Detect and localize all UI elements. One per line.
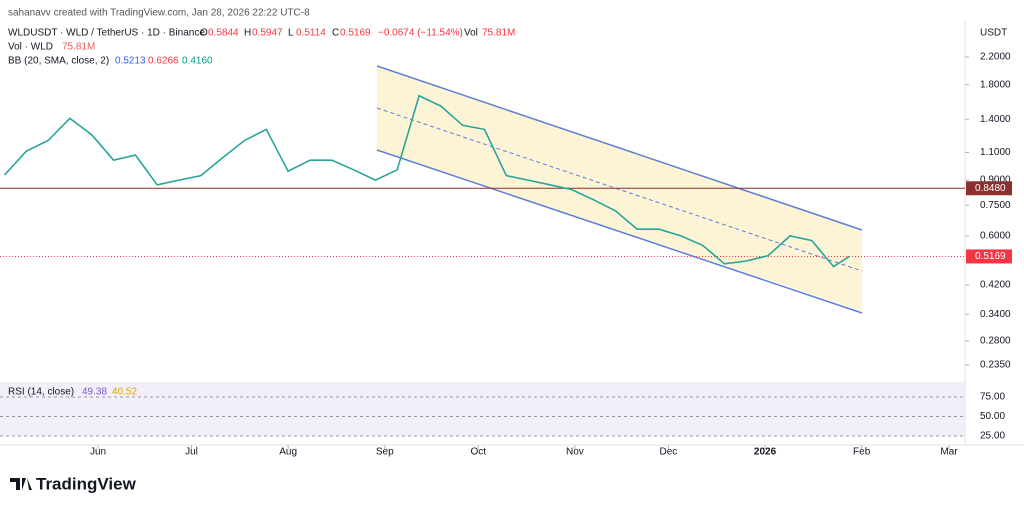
price-label-box — [966, 181, 1012, 196]
ohlc-value: 0.5169 — [340, 28, 371, 39]
y-tick-label: 0.4200 — [980, 280, 1011, 291]
vol-value: 75.81M — [482, 28, 515, 39]
y-tick-label: 1.4000 — [980, 114, 1011, 125]
vol-indicator-value: 75.81M — [62, 42, 95, 53]
x-tick-label: Aug — [279, 447, 297, 458]
bb-label: BB (20, SMA, close, 2) — [8, 56, 109, 67]
x-tick-label: Feb — [853, 447, 871, 458]
x-tick-label: 2026 — [754, 447, 777, 458]
vol-key: Vol — [464, 28, 478, 39]
brand-logo — [10, 478, 32, 490]
change: −0.0674 (−11.54%) — [378, 28, 463, 39]
channel-lower — [376, 149, 863, 314]
price-label-box — [966, 249, 1012, 264]
ohlc-key: O — [200, 28, 208, 39]
price-label: 0.5169 — [975, 251, 1006, 262]
y-tick-label: 0.2800 — [980, 336, 1011, 347]
x-tick-label: Jun — [90, 447, 106, 458]
vol-indicator: Vol · WLD — [8, 42, 53, 53]
rsi-pane — [0, 384, 965, 436]
price-line-series — [3, 94, 850, 268]
price-label: 0.8480 — [975, 183, 1006, 194]
ohlc-key: C — [332, 28, 339, 39]
rsi-tick-label: 75.00 — [980, 392, 1005, 403]
x-tick-label: Jul — [185, 447, 198, 458]
y-tick-label: 1.1000 — [980, 147, 1011, 158]
channel-mid — [376, 107, 863, 272]
y-tick-label: 0.2350 — [980, 360, 1011, 371]
ohlc-key: H — [244, 28, 251, 39]
x-tick-label: Sep — [376, 447, 394, 458]
bb-upper: 0.6266 — [148, 56, 179, 67]
y-tick-label: 0.3400 — [980, 309, 1011, 320]
channel-upper — [376, 65, 863, 231]
rsi-tick-label: 50.00 — [980, 411, 1005, 422]
x-tick-label: Dec — [660, 447, 678, 458]
rsi-ma-value: 40.52 — [112, 387, 137, 398]
ohlc-value: 0.5947 — [252, 28, 283, 39]
symbol: WLDUSDT · WLD / TetherUS · 1D · Binance — [8, 28, 205, 39]
x-tick-label: Oct — [470, 447, 486, 458]
x-tick-label: Nov — [566, 447, 584, 458]
y-tick-label: 2.2000 — [980, 52, 1011, 63]
rsi-tick-label: 25.00 — [980, 431, 1005, 442]
y-tick-label: 0.9000 — [980, 175, 1011, 186]
brand: TradingView — [36, 474, 137, 493]
ohlc-value: 0.5844 — [208, 28, 239, 39]
y-tick-label: 0.6000 — [980, 231, 1011, 242]
credit: sahanavv created with TradingView.com, J… — [8, 8, 310, 19]
ohlc-key: L — [288, 28, 294, 39]
currency: USDT — [980, 28, 1007, 39]
bb-basis: 0.5213 — [115, 56, 146, 67]
ohlc-value: 0.5114 — [296, 28, 326, 39]
y-tick-label: 1.8000 — [980, 79, 1011, 90]
bb-lower: 0.4160 — [182, 56, 213, 67]
x-tick-label: Mar — [940, 447, 958, 458]
rsi-label: RSI (14, close) — [8, 387, 74, 398]
rsi-value: 49.38 — [82, 387, 107, 398]
y-tick-label: 0.7500 — [980, 200, 1011, 211]
